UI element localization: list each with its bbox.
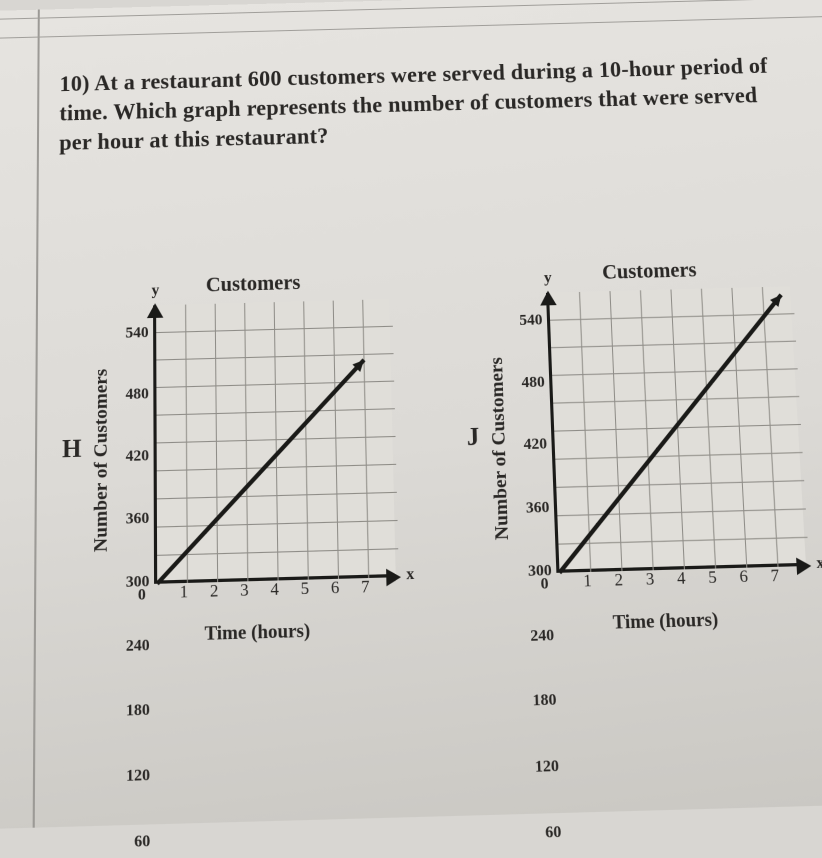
y-tick-label: 300	[126, 582, 150, 583]
y-tick-label: 120	[535, 766, 559, 767]
worksheet-page: 10) At a restaurant 600 customers were s…	[0, 0, 822, 829]
plot-area: y x 0	[546, 286, 806, 573]
y-tick-label: 540	[126, 333, 149, 334]
plot-row: 54048042036030024018012060 y x 0	[511, 286, 806, 574]
x-tick-label: 3	[646, 570, 655, 590]
x-axis-label: Time (hours)	[204, 619, 310, 645]
y-ticks: 54048042036030024018012060	[118, 306, 154, 585]
x-tick-label: 4	[677, 569, 686, 589]
y-tick-label: 300	[528, 571, 552, 572]
y-tick-label: 540	[519, 320, 542, 321]
origin-label: 0	[138, 586, 146, 605]
chart-block-J: J Number of Customers Customers 54048042…	[462, 255, 822, 638]
chart-svg	[156, 299, 399, 584]
chart-wrap: Customers 54048042036030024018012060 y x…	[510, 256, 810, 636]
charts-row: H Number of Customers Customers 54048042…	[55, 256, 815, 649]
x-tick-label: 2	[210, 582, 219, 602]
y-axis-letter: y	[544, 270, 552, 288]
chart-title: Customers	[602, 259, 697, 285]
x-axis-letter: x	[406, 566, 414, 585]
question-number: 10)	[59, 70, 89, 96]
x-tick-label: 4	[270, 581, 279, 601]
x-tick-label: 5	[708, 569, 717, 589]
x-tick-label: 2	[614, 571, 623, 591]
plot-area: y x 0	[153, 299, 396, 584]
y-tick-label: 180	[533, 700, 557, 701]
x-tick-label: 6	[739, 568, 748, 588]
y-tick-label: 420	[524, 444, 547, 445]
x-tick-label: 1	[180, 583, 189, 603]
x-axis-letter: x	[816, 555, 822, 574]
chart-letter: J	[466, 423, 479, 452]
chart-svg	[549, 286, 809, 573]
y-axis-label: Number of Customers	[485, 357, 513, 540]
x-tick-label: 7	[361, 578, 370, 598]
grid-lines	[156, 299, 399, 584]
origin-label: 0	[540, 575, 549, 594]
y-tick-label: 360	[126, 519, 150, 520]
question-text: 10) At a restaurant 600 customers were s…	[57, 50, 786, 157]
y-tick-label: 360	[526, 507, 549, 508]
y-tick-label: 180	[126, 711, 150, 712]
y-tick-label: 240	[530, 635, 554, 636]
y-axis-label: Number of Customers	[90, 368, 112, 552]
chart-title: Customers	[206, 271, 301, 297]
x-tick-label: 1	[583, 572, 592, 592]
x-tick-label: 5	[301, 580, 310, 600]
grid-lines	[549, 286, 809, 573]
x-tick-label: 6	[331, 579, 340, 599]
y-axis-letter: y	[152, 282, 160, 300]
y-tick-label: 480	[522, 382, 545, 383]
x-tick-label: 7	[770, 567, 779, 587]
question-body: At a restaurant 600 customers were serve…	[59, 53, 768, 156]
plot-row: 54048042036030024018012060 y x 0	[118, 299, 396, 585]
page-left-rule	[33, 10, 40, 828]
x-axis-label: Time (hours)	[612, 608, 719, 634]
y-tick-label: 420	[126, 456, 149, 457]
y-tick-label: 480	[126, 394, 149, 395]
chart-wrap: Customers 54048042036030024018012060 y x…	[118, 269, 397, 648]
x-tick-label: 3	[240, 581, 249, 601]
chart-letter: H	[62, 435, 82, 464]
page-top-rule	[0, 0, 822, 39]
y-tick-label: 240	[126, 646, 150, 647]
y-tick-label: 120	[126, 776, 150, 777]
chart-block-H: H Number of Customers Customers 54048042…	[61, 268, 441, 649]
